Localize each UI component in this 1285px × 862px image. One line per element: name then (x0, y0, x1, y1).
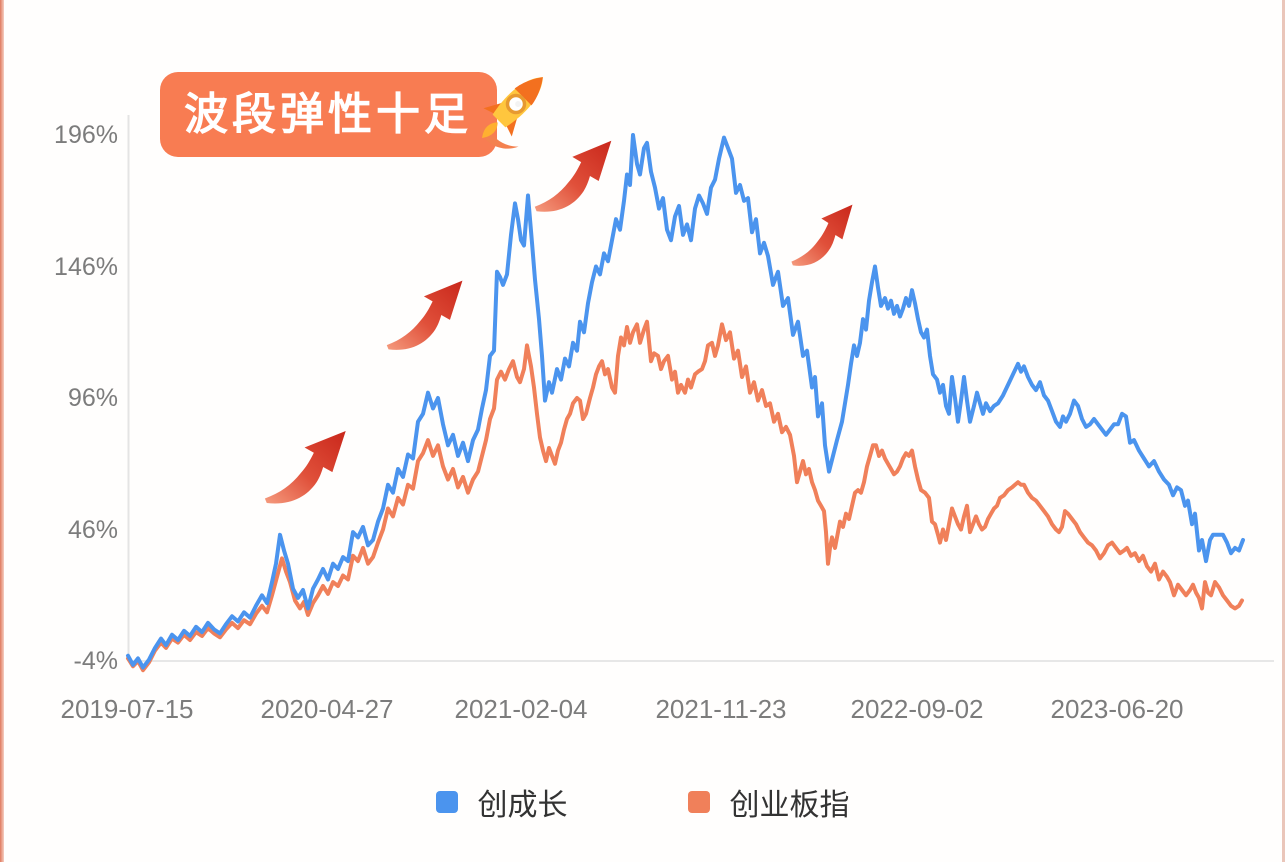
legend-swatch (435, 791, 458, 813)
x-tick-label: 2021-11-23 (655, 694, 787, 724)
headline-banner: 波段弹性十足 (160, 72, 497, 157)
x-tick-label: 2020-04-27 (260, 694, 394, 724)
legend-item-创业板指[interactable]: 创业板指 (687, 780, 850, 824)
right-edge-accent (1282, 0, 1285, 862)
x-tick-label: 2022-09-02 (850, 694, 984, 724)
y-tick-label: 46% (67, 515, 118, 544)
up-arrow-icon (386, 280, 463, 350)
series-line-chuangchengzhang (126, 133, 1245, 670)
legend-item-创成长[interactable]: 创成长 (435, 780, 568, 824)
up-arrow-icon (264, 431, 346, 504)
banner-title: 波段弹性十足 (184, 89, 472, 139)
x-tick-label: 2019-07-15 (60, 694, 194, 724)
chart-legend: 创成长 创业板指 (0, 780, 1285, 824)
y-tick-label: 146% (54, 252, 118, 281)
x-tick-label: 2021-02-04 (454, 694, 588, 724)
legend-label: 创业板指 (729, 789, 850, 822)
legend-swatch (687, 791, 710, 813)
legend-label: 创成长 (477, 789, 568, 822)
y-tick-label: -4% (73, 647, 118, 675)
y-tick-label: 196% (54, 121, 118, 149)
y-tick-label: 96% (67, 384, 118, 412)
x-tick-label: 2023-06-20 (1050, 694, 1184, 724)
up-arrow-icon (791, 204, 853, 266)
series-line-chuangyebanzhi (126, 319, 1244, 673)
left-edge-accent (0, 0, 4, 862)
rocket-icon (468, 48, 578, 168)
